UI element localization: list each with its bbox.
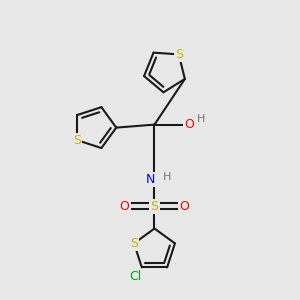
Text: N: N (145, 173, 155, 186)
Text: H: H (196, 114, 205, 124)
Text: S: S (130, 237, 138, 250)
Text: H: H (163, 172, 171, 182)
Text: S: S (74, 134, 81, 147)
Text: Cl: Cl (129, 270, 141, 283)
Text: S: S (175, 48, 183, 61)
Text: O: O (120, 200, 130, 213)
Text: O: O (179, 200, 189, 213)
Text: S: S (151, 200, 158, 213)
Text: O: O (184, 118, 194, 131)
